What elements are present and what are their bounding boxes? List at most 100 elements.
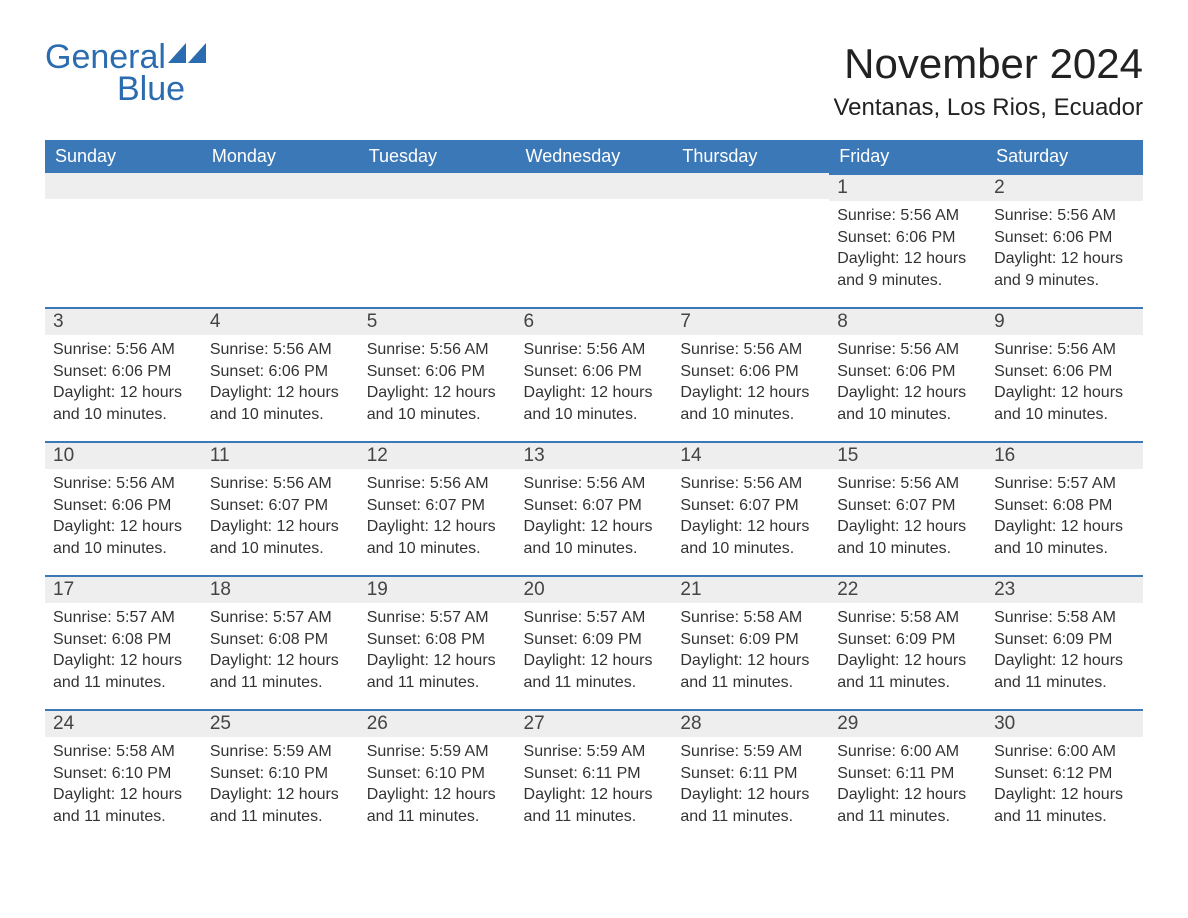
- sunset-line: Sunset: 6:11 PM: [837, 763, 978, 785]
- sunset-line: Sunset: 6:10 PM: [367, 763, 508, 785]
- sunset-line: Sunset: 6:06 PM: [53, 495, 194, 517]
- daylight-line: Daylight: 12 hours and 10 minutes.: [994, 516, 1135, 559]
- daylight-line: Daylight: 12 hours and 11 minutes.: [524, 650, 665, 693]
- calendar-cell: 20Sunrise: 5:57 AMSunset: 6:09 PMDayligh…: [516, 575, 673, 709]
- empty-day-header: [516, 173, 673, 199]
- daylight-line: Daylight: 12 hours and 10 minutes.: [680, 516, 821, 559]
- day-content: Sunrise: 5:57 AMSunset: 6:08 PMDaylight:…: [359, 603, 516, 699]
- sunrise-line: Sunrise: 5:56 AM: [837, 205, 978, 227]
- calendar-cell: [672, 173, 829, 307]
- day-content: Sunrise: 5:57 AMSunset: 6:08 PMDaylight:…: [45, 603, 202, 699]
- day-number: 22: [829, 575, 986, 603]
- calendar-cell: 28Sunrise: 5:59 AMSunset: 6:11 PMDayligh…: [672, 709, 829, 843]
- daylight-line: Daylight: 12 hours and 10 minutes.: [53, 382, 194, 425]
- day-number: 27: [516, 709, 673, 737]
- daylight-line: Daylight: 12 hours and 9 minutes.: [994, 248, 1135, 291]
- weekday-header-row: Sunday Monday Tuesday Wednesday Thursday…: [45, 140, 1143, 173]
- daylight-line: Daylight: 12 hours and 11 minutes.: [53, 784, 194, 827]
- calendar-cell: 15Sunrise: 5:56 AMSunset: 6:07 PMDayligh…: [829, 441, 986, 575]
- daylight-line: Daylight: 12 hours and 11 minutes.: [524, 784, 665, 827]
- sunrise-line: Sunrise: 5:58 AM: [994, 607, 1135, 629]
- daylight-line: Daylight: 12 hours and 11 minutes.: [680, 784, 821, 827]
- calendar-cell: 12Sunrise: 5:56 AMSunset: 6:07 PMDayligh…: [359, 441, 516, 575]
- weekday-header: Thursday: [672, 140, 829, 173]
- day-number: 12: [359, 441, 516, 469]
- day-number: 2: [986, 173, 1143, 201]
- flag-icon: [168, 43, 206, 68]
- calendar-cell: 26Sunrise: 5:59 AMSunset: 6:10 PMDayligh…: [359, 709, 516, 843]
- day-number: 10: [45, 441, 202, 469]
- sunrise-line: Sunrise: 6:00 AM: [837, 741, 978, 763]
- day-number: 29: [829, 709, 986, 737]
- sunset-line: Sunset: 6:11 PM: [680, 763, 821, 785]
- day-content: Sunrise: 5:57 AMSunset: 6:08 PMDaylight:…: [986, 469, 1143, 565]
- calendar-cell: 25Sunrise: 5:59 AMSunset: 6:10 PMDayligh…: [202, 709, 359, 843]
- calendar-row: 17Sunrise: 5:57 AMSunset: 6:08 PMDayligh…: [45, 575, 1143, 709]
- sunrise-line: Sunrise: 5:56 AM: [837, 339, 978, 361]
- sunrise-line: Sunrise: 5:56 AM: [524, 473, 665, 495]
- daylight-line: Daylight: 12 hours and 11 minutes.: [837, 650, 978, 693]
- sunrise-line: Sunrise: 5:56 AM: [210, 339, 351, 361]
- daylight-line: Daylight: 12 hours and 10 minutes.: [524, 516, 665, 559]
- sunset-line: Sunset: 6:06 PM: [367, 361, 508, 383]
- logo-word1: General: [45, 40, 166, 74]
- calendar-cell: 19Sunrise: 5:57 AMSunset: 6:08 PMDayligh…: [359, 575, 516, 709]
- weekday-header: Sunday: [45, 140, 202, 173]
- day-content: Sunrise: 5:58 AMSunset: 6:09 PMDaylight:…: [672, 603, 829, 699]
- sunrise-line: Sunrise: 5:59 AM: [524, 741, 665, 763]
- daylight-line: Daylight: 12 hours and 10 minutes.: [53, 516, 194, 559]
- day-content: Sunrise: 5:58 AMSunset: 6:10 PMDaylight:…: [45, 737, 202, 833]
- day-content: Sunrise: 5:56 AMSunset: 6:06 PMDaylight:…: [672, 335, 829, 431]
- calendar-row: 24Sunrise: 5:58 AMSunset: 6:10 PMDayligh…: [45, 709, 1143, 843]
- day-content: Sunrise: 5:58 AMSunset: 6:09 PMDaylight:…: [829, 603, 986, 699]
- day-number: 8: [829, 307, 986, 335]
- calendar-cell: 18Sunrise: 5:57 AMSunset: 6:08 PMDayligh…: [202, 575, 359, 709]
- day-number: 19: [359, 575, 516, 603]
- day-number: 9: [986, 307, 1143, 335]
- calendar-cell: 17Sunrise: 5:57 AMSunset: 6:08 PMDayligh…: [45, 575, 202, 709]
- day-number: 6: [516, 307, 673, 335]
- sunset-line: Sunset: 6:09 PM: [680, 629, 821, 651]
- day-number: 14: [672, 441, 829, 469]
- sunset-line: Sunset: 6:06 PM: [994, 227, 1135, 249]
- calendar-cell: 6Sunrise: 5:56 AMSunset: 6:06 PMDaylight…: [516, 307, 673, 441]
- day-number: 24: [45, 709, 202, 737]
- calendar-cell: [516, 173, 673, 307]
- sunset-line: Sunset: 6:10 PM: [210, 763, 351, 785]
- sunset-line: Sunset: 6:06 PM: [837, 227, 978, 249]
- day-content: Sunrise: 5:56 AMSunset: 6:07 PMDaylight:…: [202, 469, 359, 565]
- daylight-line: Daylight: 12 hours and 11 minutes.: [994, 650, 1135, 693]
- daylight-line: Daylight: 12 hours and 10 minutes.: [837, 382, 978, 425]
- sunrise-line: Sunrise: 5:56 AM: [367, 339, 508, 361]
- sunrise-line: Sunrise: 5:57 AM: [210, 607, 351, 629]
- calendar-row: 3Sunrise: 5:56 AMSunset: 6:06 PMDaylight…: [45, 307, 1143, 441]
- day-content: Sunrise: 6:00 AMSunset: 6:12 PMDaylight:…: [986, 737, 1143, 833]
- logo-word2: Blue: [45, 70, 185, 109]
- sunrise-line: Sunrise: 5:56 AM: [994, 205, 1135, 227]
- day-number: 3: [45, 307, 202, 335]
- calendar-cell: 10Sunrise: 5:56 AMSunset: 6:06 PMDayligh…: [45, 441, 202, 575]
- sunrise-line: Sunrise: 6:00 AM: [994, 741, 1135, 763]
- daylight-line: Daylight: 12 hours and 11 minutes.: [367, 784, 508, 827]
- location: Ventanas, Los Rios, Ecuador: [833, 94, 1143, 122]
- calendar-cell: 13 Sunrise: 5:56 AMSunset: 6:07 PMDayligh…: [516, 441, 673, 575]
- calendar-cell: 30Sunrise: 6:00 AMSunset: 6:12 PMDayligh…: [986, 709, 1143, 843]
- day-number: 20: [516, 575, 673, 603]
- sunset-line: Sunset: 6:07 PM: [524, 495, 665, 517]
- day-number: 25: [202, 709, 359, 737]
- sunset-line: Sunset: 6:07 PM: [210, 495, 351, 517]
- empty-day-header: [359, 173, 516, 199]
- calendar-cell: [202, 173, 359, 307]
- daylight-line: Daylight: 12 hours and 9 minutes.: [837, 248, 978, 291]
- calendar-cell: 29Sunrise: 6:00 AMSunset: 6:11 PMDayligh…: [829, 709, 986, 843]
- sunrise-line: Sunrise: 5:57 AM: [524, 607, 665, 629]
- day-content: Sunrise: 5:56 AMSunset: 6:06 PMDaylight:…: [359, 335, 516, 431]
- sunset-line: Sunset: 6:09 PM: [837, 629, 978, 651]
- calendar-table: Sunday Monday Tuesday Wednesday Thursday…: [45, 140, 1143, 843]
- sunset-line: Sunset: 6:08 PM: [367, 629, 508, 651]
- sunset-line: Sunset: 6:06 PM: [680, 361, 821, 383]
- sunrise-line: Sunrise: 5:56 AM: [524, 339, 665, 361]
- calendar-cell: 1Sunrise: 5:56 AMSunset: 6:06 PMDaylight…: [829, 173, 986, 307]
- day-number: 13: [516, 441, 673, 469]
- daylight-line: Daylight: 12 hours and 10 minutes.: [524, 382, 665, 425]
